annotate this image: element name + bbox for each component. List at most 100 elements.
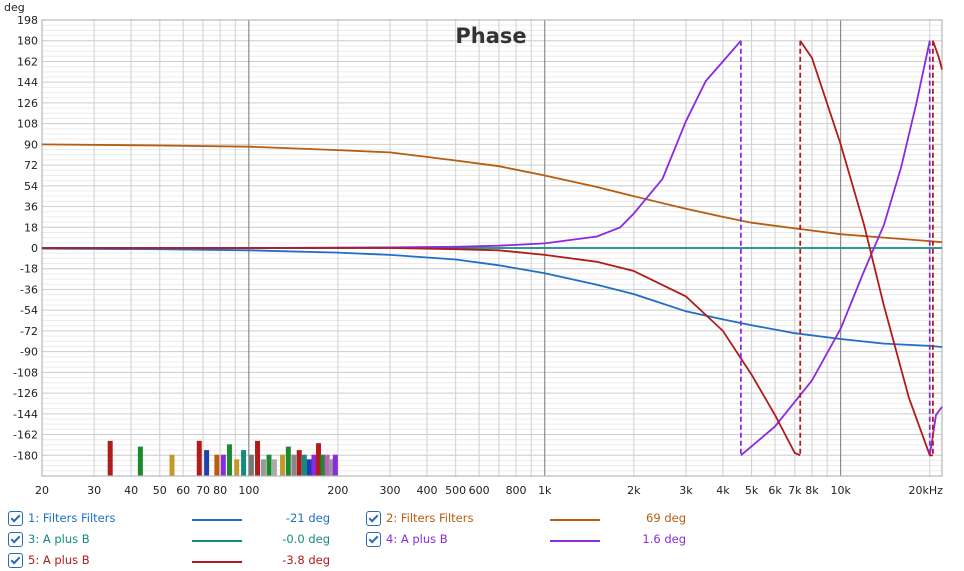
legend-checkbox[interactable] (8, 553, 23, 568)
series-line (42, 40, 943, 457)
y-tick-label: 54 (24, 180, 38, 193)
spectrum-bar (285, 446, 291, 476)
x-tick-label: 10k (830, 484, 851, 497)
y-tick-label: 180 (17, 35, 38, 48)
spectrum-bars (107, 440, 338, 476)
legend-readout: -3.8 deg (282, 553, 330, 567)
y-tick-label: -108 (13, 366, 38, 379)
legend-readout: 1.6 deg (642, 532, 686, 546)
spectrum-bar (316, 443, 322, 476)
x-tick-label: 200 (327, 484, 348, 497)
spectrum-bar (137, 446, 143, 476)
x-tick-label: 70 (196, 484, 210, 497)
legend-readout: -21 deg (285, 511, 330, 525)
y-axis: 19818016214412610890725436180-18-36-54-7… (13, 14, 38, 462)
series-lines (41, 40, 943, 457)
series-line (41, 247, 943, 348)
legend-checkbox[interactable] (366, 511, 381, 526)
y-tick-label: 18 (24, 221, 38, 234)
x-tick-label: 2k (627, 484, 641, 497)
x-tick-label: 20kHz (909, 484, 944, 497)
x-tick-label: 6k (768, 484, 782, 497)
y-tick-label: 72 (24, 159, 38, 172)
spectrum-bar (280, 454, 286, 476)
legend-line-swatch (550, 519, 600, 521)
x-tick-label: 300 (380, 484, 401, 497)
legend-item: 3: A plus B -0.0 deg (8, 530, 368, 550)
spectrum-bar (324, 454, 330, 476)
x-tick-label: 4k (716, 484, 730, 497)
y-tick-label: -162 (13, 429, 38, 442)
legend-line-swatch (192, 561, 242, 563)
spectrum-bar (271, 459, 277, 476)
legend-readout: 69 deg (646, 511, 686, 525)
x-tick-label: 80 (213, 484, 227, 497)
spectrum-bar (255, 440, 261, 476)
spectrum-bar (248, 454, 254, 476)
y-tick-label: 126 (17, 97, 38, 110)
y-tick-label: -144 (13, 408, 38, 421)
y-tick-label: -180 (13, 449, 38, 462)
spectrum-bar (320, 454, 326, 476)
spectrum-bar (328, 459, 334, 476)
chart-title: Phase (455, 24, 526, 48)
spectrum-bar (169, 454, 175, 476)
y-tick-label: -36 (20, 283, 38, 296)
spectrum-bar (241, 450, 247, 476)
spectrum-bar (266, 454, 272, 476)
spectrum-bar (107, 440, 113, 476)
legend-series-name: 3: A plus B (28, 532, 90, 546)
x-tick-label: 60 (176, 484, 190, 497)
x-tick-label: 50 (153, 484, 167, 497)
spectrum-bar (214, 454, 220, 476)
x-axis: 20 30 40 50 60 70 80 100 200 300 400 500 600 800 1k 2k 3… (35, 484, 943, 497)
y-tick-label: 90 (24, 138, 38, 151)
legend-line-swatch (550, 540, 600, 542)
legend-checkbox[interactable] (8, 532, 23, 547)
y-axis-label: deg (4, 1, 25, 14)
x-tick-label: 1k (538, 484, 552, 497)
spectrum-bar (204, 450, 210, 476)
phase-chart: 19818016214412610890725436180-18-36-54-7… (4, 1, 943, 497)
x-tick-label: 7k (788, 484, 802, 497)
x-tick-label: 40 (124, 484, 138, 497)
x-tick-label: 5k (745, 484, 759, 497)
y-tick-label: -90 (20, 346, 38, 359)
legend-series-name: 5: A plus B (28, 553, 90, 567)
legend-line-swatch (192, 519, 242, 521)
spectrum-bar (220, 454, 226, 476)
x-tick-label: 20 (35, 484, 49, 497)
x-tick-label: 3k (679, 484, 693, 497)
y-tick-label: 198 (17, 14, 38, 27)
y-tick-label: 108 (17, 118, 38, 131)
spectrum-bar (234, 459, 240, 476)
spectrum-bar (260, 459, 266, 476)
legend: 1: Filters Filters -21 deg 2: Filters Filt… (0, 506, 964, 571)
legend-item: 5: A plus B -3.8 deg (8, 551, 368, 571)
y-tick-label: -54 (20, 304, 38, 317)
series-line (41, 143, 943, 244)
x-tick-label: 100 (238, 484, 259, 497)
x-tick-label: 8k (805, 484, 819, 497)
x-tick-label: 30 (87, 484, 101, 497)
legend-checkbox[interactable] (366, 532, 381, 547)
legend-series-name: 2: Filters Filters (386, 511, 474, 525)
spectrum-bar (296, 450, 302, 476)
y-tick-label: -126 (13, 387, 38, 400)
spectrum-bar (301, 454, 307, 476)
legend-series-name: 4: A plus B (386, 532, 448, 546)
y-tick-label: -72 (20, 325, 38, 338)
legend-item: 2: Filters Filters 69 deg (366, 509, 726, 529)
spectrum-bar (306, 459, 312, 476)
legend-line-swatch (192, 540, 242, 542)
legend-series-name: 1: Filters Filters (28, 511, 116, 525)
x-tick-label: 400 (416, 484, 437, 497)
legend-checkbox[interactable] (8, 511, 23, 526)
legend-item: 1: Filters Filters -21 deg (8, 509, 368, 529)
legend-readout: -0.0 deg (282, 532, 330, 546)
y-tick-label: 0 (31, 242, 38, 255)
y-tick-label: -18 (20, 263, 38, 276)
spectrum-bar (291, 454, 297, 476)
spectrum-bar (311, 454, 317, 476)
spectrum-bar (226, 444, 232, 476)
